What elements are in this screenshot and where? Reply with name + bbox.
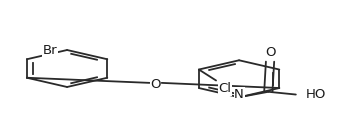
Text: Cl: Cl bbox=[218, 82, 231, 95]
Text: N: N bbox=[234, 88, 244, 101]
Text: O: O bbox=[150, 78, 161, 91]
Text: HO: HO bbox=[306, 88, 326, 101]
Text: O: O bbox=[265, 46, 275, 58]
Text: Br: Br bbox=[43, 44, 57, 56]
